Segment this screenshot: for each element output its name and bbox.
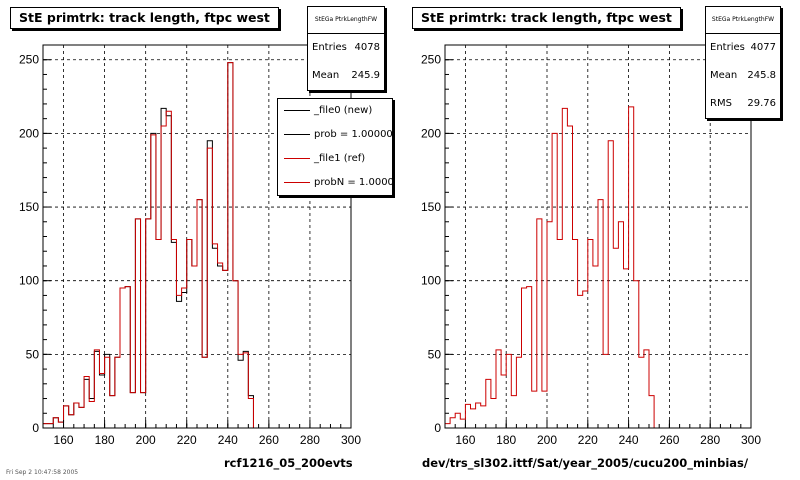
left-y-tick-label: 50: [26, 347, 40, 361]
footer-timestamp: Fri Sep 2 10:47:58 2005: [6, 469, 79, 476]
right-y-tick-label: 250: [421, 53, 441, 67]
left-stats-row-mean: Mean 245.9: [312, 70, 380, 81]
right-x-tick-label: 200: [537, 433, 557, 447]
right-x-tick-label: 260: [659, 433, 679, 447]
left-legend: _file0 (new) prob = 1.000000 _file1 (ref…: [277, 98, 393, 196]
legend-line-icon: [284, 182, 310, 183]
left-x-tick-label: 180: [95, 433, 115, 447]
right-y-tick-label: 200: [421, 126, 441, 140]
right-series-0: [445, 106, 751, 429]
right-stats-row-rms: RMS 29.76: [710, 98, 776, 109]
left-file-label: rcf1216_05_200evts: [224, 456, 353, 470]
left-y-tick-label: 150: [19, 200, 39, 214]
right-stats-name: StEGa PtrkLengthFW: [706, 7, 780, 34]
right-x-tick-label: 300: [741, 433, 761, 447]
right-x-tick-label: 280: [700, 433, 720, 447]
right-y-tick-label: 50: [428, 347, 442, 361]
legend-entry-file1: _file1 (ref): [278, 147, 392, 171]
right-y-tick-label: 0: [434, 421, 441, 435]
left-series-1: [43, 62, 259, 429]
left-y-tick-label: 200: [19, 126, 39, 140]
left-stats-row-entries: Entries 4078: [312, 42, 380, 53]
left-x-tick-label: 280: [300, 433, 320, 447]
legend-entry-probn: probN = 1.000000: [278, 171, 392, 195]
right-chart-title: StE primtrk: track length, ftpc west: [412, 7, 681, 29]
left-chart-title: StE primtrk: track length, ftpc west: [10, 7, 279, 29]
legend-line-icon: [284, 110, 310, 111]
legend-line-icon: [284, 158, 310, 159]
left-x-tick-label: 160: [54, 433, 74, 447]
legend-line-icon: [284, 134, 310, 135]
right-y-tick-label: 100: [421, 274, 441, 288]
left-x-tick-label: 260: [259, 433, 279, 447]
left-x-tick-label: 220: [177, 433, 197, 447]
right-file-label: dev/trs_sl302.ittf/Sat/year_2005/cucu200…: [422, 456, 749, 470]
left-stats-box: StEGa PtrkLengthFW Entries 4078 Mean 245…: [307, 6, 385, 91]
left-y-tick-label: 0: [32, 421, 39, 435]
right-x-tick-label: 240: [619, 433, 639, 447]
right-stats-box: StEGa PtrkLengthFW Entries 4077 Mean 245…: [705, 6, 781, 119]
left-stats-name: StEGa PtrkLengthFW: [308, 7, 384, 34]
right-stats-row-mean: Mean 245.8: [710, 70, 776, 81]
left-x-tick-label: 300: [341, 433, 361, 447]
right-x-tick-label: 180: [496, 433, 516, 447]
left-series-0: [43, 62, 259, 429]
left-y-tick-label: 250: [19, 53, 39, 67]
legend-entry-prob: prob = 1.000000: [278, 123, 392, 147]
left-x-tick-label: 200: [136, 433, 156, 447]
right-y-tick-label: 150: [421, 200, 441, 214]
right-x-tick-label: 160: [455, 433, 475, 447]
left-x-tick-label: 240: [218, 433, 238, 447]
right-stats-row-entries: Entries 4077: [710, 42, 776, 53]
right-x-tick-label: 220: [578, 433, 598, 447]
left-y-tick-label: 100: [19, 274, 39, 288]
legend-entry-file0: _file0 (new): [278, 99, 392, 123]
